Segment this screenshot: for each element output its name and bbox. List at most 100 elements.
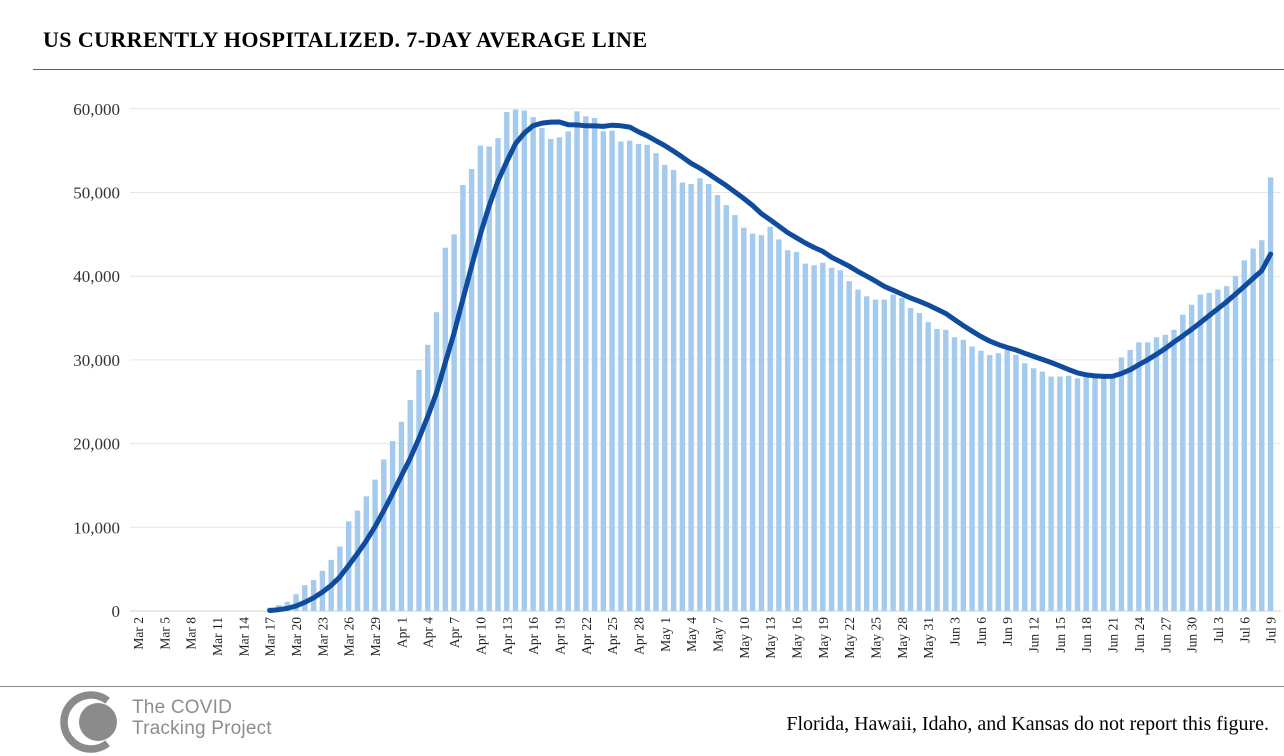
bar [1030, 368, 1037, 611]
bar [995, 353, 1002, 611]
bar [934, 328, 940, 611]
bar [1039, 371, 1045, 611]
x-tick-label: May 4 [684, 617, 699, 652]
x-tick-label: Apr 1 [394, 617, 409, 648]
bar [530, 117, 536, 611]
y-tick-label: 30,000 [73, 351, 120, 370]
bar [741, 227, 747, 611]
bar [416, 369, 422, 611]
y-tick-label: 40,000 [73, 267, 120, 286]
bar [565, 131, 571, 611]
bar [293, 594, 299, 611]
bar [1004, 349, 1010, 611]
bar [442, 247, 448, 611]
bar [706, 184, 712, 611]
bar [618, 141, 624, 611]
bar [881, 299, 887, 611]
bar [969, 346, 975, 611]
x-tick-label: Apr 25 [605, 617, 620, 655]
bar [495, 138, 501, 611]
y-tick-label: 20,000 [73, 435, 120, 454]
bar [846, 281, 852, 611]
gridlines [130, 108, 1281, 612]
bar [802, 263, 808, 611]
footer-note: Florida, Hawaii, Idaho, and Kansas do no… [786, 713, 1269, 735]
bar [381, 459, 387, 611]
bar [864, 296, 870, 611]
bar [389, 441, 396, 611]
bar [1057, 376, 1063, 611]
bar [372, 479, 378, 611]
x-tick-label: Jun 9 [1000, 617, 1015, 646]
bar [1250, 248, 1256, 611]
x-tick-label: May 7 [710, 617, 725, 652]
bar [653, 153, 659, 611]
x-tick-label: Jun 30 [1185, 617, 1200, 653]
bar [635, 144, 642, 611]
x-tick-label: Apr 13 [500, 617, 515, 655]
bar [960, 339, 966, 611]
bar [1215, 289, 1221, 611]
footer-divider [0, 686, 1284, 687]
bar [302, 585, 308, 611]
bar [662, 164, 668, 611]
bar [644, 144, 650, 612]
bar [504, 112, 510, 611]
x-tick-label: Mar 5 [157, 617, 172, 650]
bar [363, 496, 369, 611]
bar [1153, 337, 1160, 611]
bar [1188, 304, 1195, 611]
bar [398, 421, 405, 611]
bar [855, 289, 861, 611]
bar [1197, 294, 1204, 611]
x-tick-label: May 1 [658, 617, 673, 652]
x-tick-label: May 10 [737, 617, 752, 659]
x-tick-label: May 22 [842, 617, 857, 659]
x-tick-label: Apr 10 [473, 617, 488, 655]
bar [837, 270, 844, 611]
x-tick-label: Jun 15 [1053, 617, 1068, 653]
bar [591, 118, 598, 611]
x-tick-label: Apr 4 [421, 617, 436, 648]
x-tick-label: Mar 17 [263, 617, 278, 657]
bar [943, 329, 949, 611]
x-tick-label: Jun 27 [1158, 617, 1173, 653]
bar [1145, 342, 1151, 611]
bar [1013, 354, 1019, 611]
hospitalization-chart: 0 10,000 20,000 30,000 40,000 50,000 60,000 Mar… [73, 100, 1281, 659]
x-tick-label: Apr 19 [552, 617, 567, 655]
x-tick-label: Mar 14 [236, 617, 251, 657]
bar [477, 145, 484, 611]
bar [1259, 240, 1265, 611]
logo-wordmark: The COVID Tracking Project [132, 697, 272, 739]
x-tick-label: Jul 9 [1264, 617, 1279, 643]
bar [899, 298, 905, 611]
chart-area: 0 10,000 20,000 30,000 40,000 50,000 60,000 Mar… [0, 80, 1284, 686]
bar [433, 312, 440, 611]
bar [987, 354, 993, 611]
bar [820, 262, 826, 611]
x-tick-label: May 13 [763, 617, 778, 659]
bar [583, 116, 589, 612]
bar [1101, 375, 1107, 611]
covid-tracking-project-logo-icon [60, 691, 117, 753]
x-tick-label: May 19 [816, 617, 831, 659]
bar [574, 111, 580, 612]
bar [556, 137, 563, 612]
bar [609, 130, 615, 611]
bar [828, 267, 835, 611]
x-tick-label: Mar 8 [184, 617, 199, 650]
bar [1118, 357, 1125, 611]
bar [1206, 292, 1212, 611]
daily-bars [267, 109, 1274, 612]
x-tick-label: Mar 29 [368, 617, 383, 657]
bar [1224, 286, 1230, 611]
bar [767, 226, 773, 612]
x-tick-label: Mar 11 [210, 617, 225, 656]
x-tick-label: May 25 [869, 617, 884, 659]
bar [407, 400, 413, 611]
bar [1136, 342, 1142, 611]
x-tick-label: Jun 18 [1079, 617, 1094, 653]
bar [951, 337, 958, 611]
seven-day-average-line [267, 119, 1274, 613]
